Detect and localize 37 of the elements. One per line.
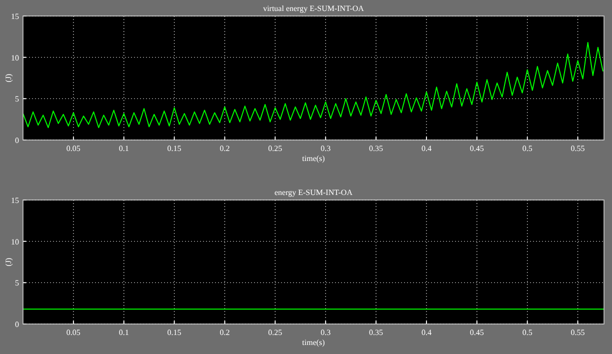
- y-tick-label: 15: [11, 196, 19, 205]
- y-tick-label: 5: [15, 94, 19, 104]
- chart-title: virtual energy E-SUM-INT-OA: [263, 4, 364, 13]
- x-tick-label: 0.05: [66, 144, 80, 153]
- x-axis-title: time(s): [302, 338, 326, 347]
- line-series: [22, 42, 604, 128]
- y-axis-title: (J): [4, 257, 13, 266]
- y-tick-label: 10: [11, 237, 19, 246]
- x-tick-label: 0.25: [268, 144, 282, 153]
- x-tick-label: 0.4: [421, 328, 432, 337]
- y-tick-label: 0: [15, 136, 19, 145]
- x-tick-label: 0.4: [421, 144, 432, 153]
- x-tick-label: 0.35: [369, 328, 384, 337]
- y-tick-label: 15: [11, 12, 19, 21]
- y-tick-label: 0: [15, 320, 19, 329]
- x-tick-label: 0.45: [470, 144, 484, 153]
- x-tick-label: 0.15: [167, 328, 182, 337]
- x-tick-label: 0.05: [66, 328, 80, 337]
- x-tick-label: 0.15: [167, 144, 182, 153]
- x-tick-label: 0.2: [220, 328, 230, 337]
- chart-title: energy E-SUM-INT-OA: [274, 188, 353, 197]
- x-tick-label: 0.25: [268, 328, 282, 337]
- y-tick-label: 5: [15, 278, 19, 288]
- y-tick-label: 10: [11, 53, 19, 62]
- x-axis-title: time(s): [302, 154, 326, 163]
- x-tick-label: 0.3: [320, 328, 331, 337]
- x-tick-label: 0.55: [570, 144, 585, 153]
- y-axis-title: (J): [4, 73, 13, 82]
- x-tick-label: 0.45: [470, 328, 484, 337]
- x-tick-label: 0.5: [522, 328, 532, 337]
- x-tick-label: 0.1: [118, 144, 129, 153]
- x-tick-label: 0.55: [570, 328, 585, 337]
- x-tick-label: 0.1: [118, 328, 129, 337]
- x-tick-label: 0.2: [220, 144, 230, 153]
- x-tick-label: 0.3: [320, 144, 331, 153]
- x-tick-label: 0.5: [522, 144, 532, 153]
- x-tick-label: 0.35: [369, 144, 384, 153]
